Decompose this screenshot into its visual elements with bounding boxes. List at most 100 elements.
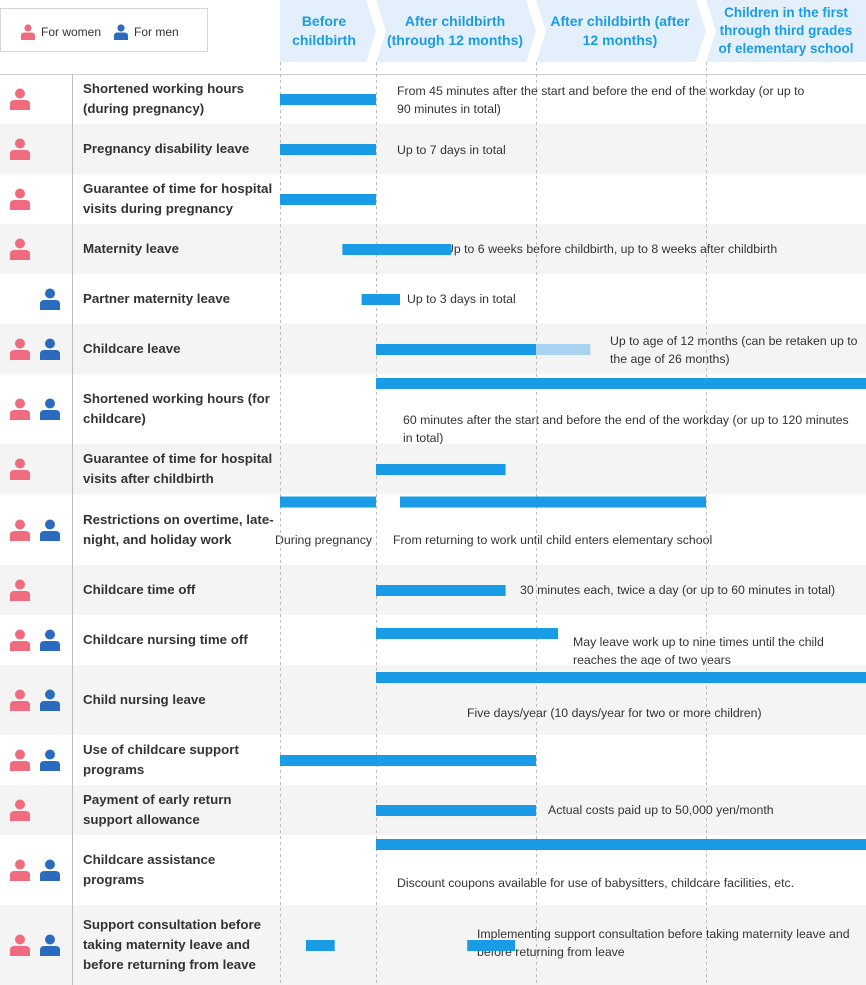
row-target-icons — [10, 579, 64, 601]
gantt-bar — [376, 628, 559, 639]
woman-icon — [10, 629, 30, 651]
woman-icon — [10, 579, 30, 601]
row-label: Pregnancy disability leave — [83, 141, 250, 156]
man-icon-wrap — [40, 859, 60, 881]
woman-icon — [10, 519, 30, 541]
man-icon-wrap — [40, 689, 60, 711]
legend: For women For men — [0, 8, 208, 52]
table-row — [0, 905, 866, 985]
gantt-bar — [376, 805, 536, 816]
woman-icon — [10, 689, 30, 711]
row-note: Actual costs paid up to 50,000 yen/month — [548, 803, 774, 817]
legend-label-men: For men — [134, 25, 179, 39]
gantt-bar — [280, 94, 376, 105]
table-row — [0, 274, 866, 324]
row-label: Guarantee of time for hospital visits af… — [83, 451, 273, 486]
phase-label: After childbirth (after 12 months) — [550, 13, 690, 48]
man-icon-wrap — [40, 398, 60, 420]
row-label: Use of childcare support programs — [83, 742, 239, 777]
woman-icon-wrap — [10, 859, 30, 881]
legend-label-women: For women — [41, 25, 102, 39]
row-note: Up to 3 days in total — [407, 292, 516, 306]
row-note: Up to 7 days in total — [397, 143, 506, 157]
man-icon — [40, 749, 60, 771]
woman-icon-wrap — [10, 934, 30, 956]
row-note: During pregnancy — [275, 533, 373, 547]
gantt-bar — [280, 144, 376, 155]
man-icon-wrap — [40, 934, 60, 956]
woman-icon-wrap — [10, 519, 30, 541]
row-note: From returning to work until child enter… — [393, 533, 713, 547]
phase-header-after-childbirth-after-12: After childbirth (after 12 months) — [536, 0, 706, 62]
gantt-bar — [280, 755, 536, 766]
gantt-bar — [376, 672, 866, 683]
row-target-icons — [10, 138, 64, 160]
phase-header-elementary-school: Children in the first through third grad… — [706, 0, 866, 62]
gantt-bar — [400, 496, 706, 508]
gantt-bar — [280, 496, 376, 508]
woman-icon — [10, 398, 30, 420]
row-label: Guarantee of time for hospital visits du… — [83, 181, 273, 216]
row-target-icons — [10, 749, 64, 771]
phase-arrow-shape — [536, 0, 706, 62]
woman-icon — [10, 859, 30, 881]
woman-icon-wrap — [10, 689, 30, 711]
woman-icon — [21, 24, 35, 40]
gantt-bar — [376, 378, 866, 389]
woman-icon — [10, 238, 30, 260]
gantt-bar — [376, 839, 866, 850]
row-target-icons — [10, 338, 64, 360]
row-label: Payment of early return support allowanc… — [83, 792, 232, 827]
column-divider — [72, 74, 73, 985]
phase-label: Children in the first through third grad… — [718, 5, 854, 56]
man-icon-wrap — [40, 338, 60, 360]
row-label: Support consultation before taking mater… — [83, 917, 262, 972]
row-target-icons — [10, 188, 64, 210]
row-label: Childcare leave — [83, 341, 181, 356]
row-target-icons — [10, 88, 64, 110]
row-label: Child nursing leave — [83, 692, 206, 707]
row-label: Maternity leave — [83, 241, 180, 256]
woman-icon-wrap — [10, 799, 30, 821]
man-icon — [40, 859, 60, 881]
row-target-icons — [10, 934, 64, 956]
woman-icon-wrap — [10, 88, 30, 110]
woman-icon-wrap — [10, 579, 30, 601]
woman-icon-wrap — [10, 138, 30, 160]
phase-arrow-shape — [280, 0, 376, 62]
legend-item-women: For women — [21, 24, 101, 40]
woman-icon — [10, 934, 30, 956]
row-note: Five days/year (10 days/year for two or … — [467, 706, 762, 720]
man-icon-wrap — [40, 288, 60, 310]
legend-item-men: For men — [114, 24, 179, 40]
woman-icon-wrap — [10, 188, 30, 210]
table-row — [0, 615, 866, 665]
phase-arrow-shape — [376, 0, 536, 62]
row-target-icons — [10, 458, 64, 480]
row-label: Shortened working hours (for childcare) — [83, 391, 270, 426]
woman-icon-wrap — [10, 338, 30, 360]
row-note: 60 minutes after the start and before th… — [403, 413, 849, 445]
row-target-icons — [10, 238, 64, 260]
table-row — [0, 74, 866, 125]
row-note: May leave work up to nine times until th… — [573, 635, 824, 667]
woman-icon — [10, 138, 30, 160]
woman-icon — [10, 749, 30, 771]
row-target-icons — [10, 288, 64, 310]
phase-label: After childbirth (through 12 months) — [386, 13, 524, 48]
man-icon — [40, 629, 60, 651]
row-label: Partner maternity leave — [83, 291, 231, 306]
gantt-bar — [467, 940, 516, 951]
woman-icon-wrap — [10, 749, 30, 771]
row-label: Restrictions on overtime, late-night, an… — [83, 511, 274, 547]
table-row — [0, 124, 866, 174]
row-label: Shortened working hours (during pregnanc… — [83, 81, 245, 116]
woman-icon-wrap — [10, 398, 30, 420]
gantt-bar — [280, 194, 376, 205]
row-target-icons — [10, 689, 64, 711]
row-note: Up to 6 weeks before childbirth, up to 8… — [445, 242, 778, 256]
row-target-icons — [10, 859, 64, 881]
row-label: Childcare nursing time off — [83, 632, 248, 647]
row-target-icons — [10, 629, 64, 651]
